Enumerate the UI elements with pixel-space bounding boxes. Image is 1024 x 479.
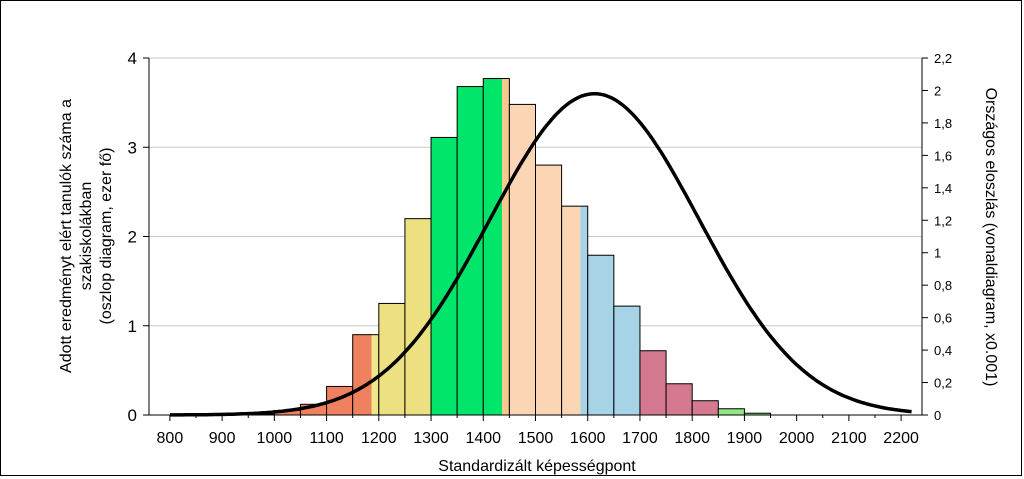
x-tick-label-13: 2100 (831, 430, 867, 447)
bar-15-fill (639, 350, 667, 415)
y-right-tick-label-10: 2 (934, 83, 941, 98)
y-right-tick-label-2: 0,4 (934, 343, 952, 358)
y-right-tick-label-4: 0,8 (934, 278, 952, 293)
y-right-tick-label-9: 1,8 (934, 116, 952, 131)
bar-8 (456, 86, 484, 416)
x-tick-label-0: 800 (157, 430, 184, 447)
y-left-tick-label-3: 3 (128, 138, 137, 157)
x-tick-label-2: 1000 (257, 430, 293, 447)
bar-1-fill (274, 410, 301, 415)
y-left-label-line-2: szakiskolákban (78, 182, 95, 291)
y-right-tick-label-5: 1 (934, 246, 941, 261)
bar-12-split (580, 206, 588, 415)
bar-10-fill (509, 104, 536, 415)
bar-2-fill (300, 404, 327, 415)
bar-15 (639, 350, 667, 416)
bar-9-main (483, 78, 503, 415)
y-right-tick-label-7: 1,4 (934, 181, 952, 196)
y-left-label-line-1: Adott eredményt elért tanulók száma a (58, 99, 75, 373)
bar-6 (404, 218, 432, 416)
bar-4 (352, 334, 380, 416)
x-tick-label-11: 1900 (727, 430, 763, 447)
bar-10 (508, 103, 536, 416)
y-right-tick-label-3: 0,6 (934, 311, 952, 326)
y-right-tick-label-8: 1,6 (934, 148, 952, 163)
bar-17-fill (692, 400, 719, 415)
bar-11 (535, 164, 563, 416)
distribution-curve (169, 91, 912, 417)
y-left-tick-label-0: 0 (128, 406, 137, 425)
bar-16-fill (666, 383, 693, 415)
y-left-tick-label-2: 2 (128, 228, 137, 247)
bar-5-fill (378, 303, 405, 415)
y-left-axis-label: Adott eredményt elért tanulók száma a sz… (58, 99, 115, 373)
y-left-tick-label-1: 1 (128, 317, 137, 336)
y-right-tick-label-1: 0,2 (934, 376, 952, 391)
x-tick-label-4: 1200 (361, 430, 397, 447)
bar-16 (665, 383, 693, 416)
y-left-tick-label-4: 4 (128, 49, 137, 68)
y-right-tick-label-0: 0 (934, 408, 941, 423)
x-axis-label: Standardizált képességpont (438, 458, 636, 475)
bar-12-main (561, 206, 581, 415)
y-right-tick-label-11: 2,2 (934, 51, 952, 66)
y-right-tick-label-6: 1,2 (934, 213, 952, 228)
bar-9 (482, 78, 510, 416)
bar-11-fill (535, 165, 562, 415)
x-tick-label-1: 900 (209, 430, 236, 447)
x-tick-label-14: 2200 (883, 430, 919, 447)
bar-5 (378, 302, 406, 416)
bar-13 (587, 254, 615, 416)
bar-19-fill (744, 413, 771, 415)
x-tick-label-6: 1400 (465, 430, 501, 447)
bars (247, 78, 772, 416)
y-right-axis-label: Országos eloszlás (vonaldiagram, x0.001) (982, 88, 999, 387)
x-tick-label-8: 1600 (570, 430, 606, 447)
bar-9-split (502, 78, 510, 415)
y-left-label-line-3: (oszlop diagram, ezer fő) (98, 148, 115, 325)
x-tick-label-9: 1700 (622, 430, 658, 447)
bar-7-fill (431, 137, 458, 415)
bar-18 (717, 408, 745, 416)
bar-13-fill (587, 255, 614, 415)
x-tick-label-10: 1800 (674, 430, 710, 447)
axis-labels: Standardizált képességpont Adott eredmén… (58, 88, 999, 475)
bar-14 (613, 305, 641, 416)
bar-14-fill (613, 306, 640, 415)
x-tick-label-7: 1500 (518, 430, 554, 447)
curve-line (169, 91, 912, 417)
bar-18-fill (718, 408, 745, 415)
x-tick-label-3: 1100 (309, 430, 344, 447)
axes: 800 900 1000 1100 1200 1300 1400 1500 1600 1700 18… (128, 49, 953, 447)
bar-7 (430, 136, 458, 416)
bar-4-split (371, 334, 379, 415)
bar-4-main (352, 334, 372, 415)
bar-8-fill (457, 86, 484, 415)
bar-17 (691, 400, 719, 416)
bar-6-fill (404, 218, 432, 415)
bar-12 (561, 205, 589, 416)
x-tick-label-5: 1300 (413, 430, 449, 447)
x-tick-label-12: 2000 (779, 430, 815, 447)
